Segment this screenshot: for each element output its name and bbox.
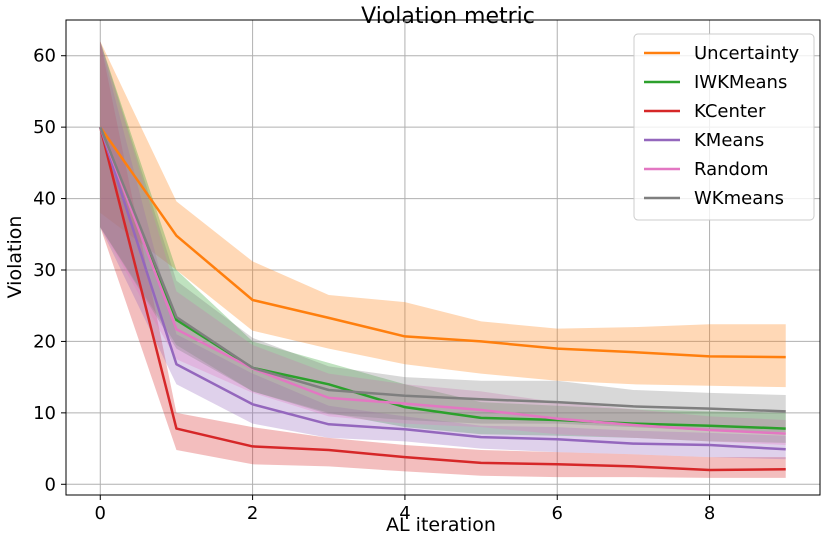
series-lines [99, 126, 786, 472]
x-tick-label: 6 [552, 503, 563, 524]
y-tick-label: 50 [33, 117, 56, 138]
y-axis-label: Violation [4, 216, 26, 299]
y-tick-label: 60 [33, 46, 56, 67]
y-tick-label: 40 [33, 189, 56, 210]
confidence-bands [100, 41, 786, 478]
legend: Uncertainty IWKMeans KCenter KMeans Random WK… [633, 33, 815, 221]
line-kcenter [99, 126, 786, 472]
legend-label-uncertainty: Uncertainty [694, 43, 800, 64]
line-random [99, 126, 786, 435]
chart-title: Violation metric [361, 4, 535, 29]
plot-frame [65, 19, 821, 496]
legend-label-iwkmeans: IWKMeans [694, 72, 787, 93]
line-uncertainty [99, 126, 786, 359]
x-tick-label: 8 [704, 503, 715, 524]
legend-label-kcenter: KCenter [694, 101, 766, 122]
x-tick-label: 0 [95, 503, 106, 524]
x-tick-label: 2 [247, 503, 258, 524]
y-tick-label: 0 [45, 474, 56, 495]
y-tick-label: 10 [33, 403, 56, 424]
x-tick-label: 4 [399, 503, 410, 524]
legend-label-wkmeans: WKmeans [694, 188, 784, 209]
legend-box [633, 33, 815, 221]
line-kmeans [99, 126, 786, 451]
band-wkmeans [100, 41, 786, 433]
axis-ticks: 0 2 4 6 8 0 10 20 30 40 50 60 [33, 46, 715, 524]
legend-label-kmeans: KMeans [694, 130, 764, 151]
legend-label-random: Random [694, 159, 769, 180]
y-tick-label: 20 [33, 331, 56, 352]
y-tick-label: 30 [33, 260, 56, 281]
band-uncertainty [100, 41, 786, 388]
x-axis-label: AL iteration [386, 514, 496, 536]
line-wkmeans [99, 126, 786, 413]
